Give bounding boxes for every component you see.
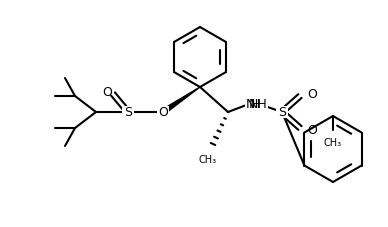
Text: CH₃: CH₃ — [199, 154, 217, 164]
Text: NH: NH — [249, 98, 267, 111]
Text: CH₃: CH₃ — [324, 137, 342, 147]
FancyBboxPatch shape — [276, 106, 288, 118]
FancyBboxPatch shape — [248, 99, 268, 111]
Text: O: O — [307, 124, 317, 137]
Polygon shape — [161, 88, 200, 115]
Text: S: S — [278, 106, 286, 119]
Text: O: O — [102, 86, 112, 99]
Text: H: H — [250, 98, 260, 111]
Text: S: S — [124, 106, 132, 119]
FancyBboxPatch shape — [122, 106, 134, 118]
Text: O: O — [158, 106, 168, 119]
Text: O: O — [307, 88, 317, 101]
FancyBboxPatch shape — [250, 99, 260, 111]
FancyBboxPatch shape — [157, 106, 169, 118]
FancyBboxPatch shape — [245, 99, 255, 111]
Text: N: N — [245, 98, 255, 111]
